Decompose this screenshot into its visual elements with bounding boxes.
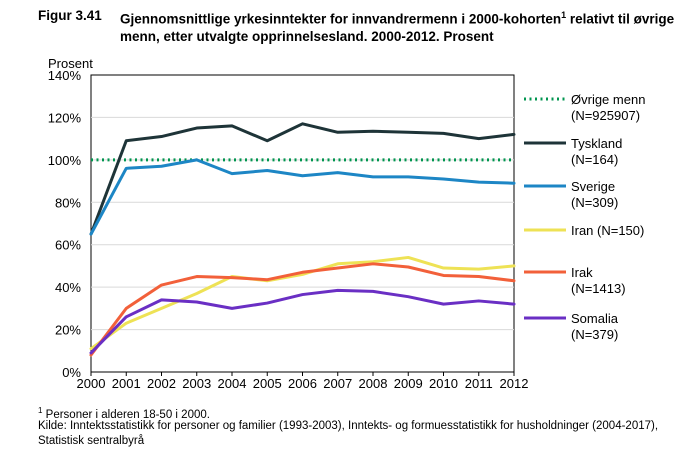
x-tick-label: 2001 [112, 376, 141, 391]
plot-frame [90, 74, 515, 373]
figure-title-text: Gjennomsnittlige yrkesinntekter for innv… [120, 11, 562, 27]
y-axis-label: Prosent [48, 56, 93, 71]
x-tick-label: 2004 [218, 376, 247, 391]
legend-label: Irak [571, 265, 593, 280]
legend-label: Somalia [571, 311, 619, 326]
figure-number: Figur 3.41 [38, 8, 102, 23]
legend-sublabel: (N=379) [571, 327, 618, 342]
x-tick-label: 2010 [429, 376, 458, 391]
y-tick-label: 60% [55, 238, 81, 253]
series-line [89, 288, 516, 355]
legend-sublabel: (N=925907) [571, 108, 640, 123]
source-note: Kilde: Inntektsstatistikk for personer o… [38, 420, 659, 447]
legend-label: Iran (N=150) [571, 223, 644, 238]
series-line [89, 158, 516, 236]
y-tick-label: 0% [62, 365, 81, 380]
y-tick-label: 80% [55, 195, 81, 210]
series-line [89, 122, 516, 236]
x-tick-label: 2011 [465, 376, 493, 391]
figure-title-text-rest: relativt til øvrige menn, etter utvalgte… [120, 11, 675, 44]
figure-title-footnote-mark: 1 [561, 10, 567, 20]
series-line [89, 255, 516, 351]
y-tick-label: 100% [48, 153, 82, 168]
x-tick-label: 2007 [323, 376, 352, 391]
x-tick-label: 2006 [288, 376, 317, 391]
x-tick-label: 2009 [394, 376, 423, 391]
x-tick-label: 2000 [77, 376, 106, 391]
legend-label: Tyskland [571, 136, 622, 151]
legend-label: Øvrige menn [571, 92, 645, 107]
y-tick-label: 40% [55, 280, 81, 295]
legend-sublabel: (N=164) [571, 152, 618, 167]
footnote-mark: 1 [38, 406, 43, 415]
x-tick-label: 2005 [253, 376, 282, 391]
y-tick-label: 20% [55, 323, 81, 338]
footnote: 1 Personer i alderen 18-50 i 2000. [38, 403, 668, 423]
figure-title: Gjennomsnittlige yrkesinntekter for innv… [120, 7, 676, 45]
legend-sublabel: (N=309) [571, 195, 618, 210]
y-tick-label: 120% [48, 110, 82, 125]
x-tick-label: 2003 [182, 376, 211, 391]
x-tick-label: 2008 [359, 376, 388, 391]
legend-sublabel: (N=1413) [571, 281, 626, 296]
series-line [89, 262, 516, 357]
x-tick-label: 2002 [147, 376, 176, 391]
footnote-text: Personer i alderen 18-50 i 2000. [42, 408, 210, 421]
x-tick-label: 2012 [500, 376, 529, 391]
y-tick-label: 140% [48, 68, 82, 83]
legend-label: Sverige [571, 179, 615, 194]
